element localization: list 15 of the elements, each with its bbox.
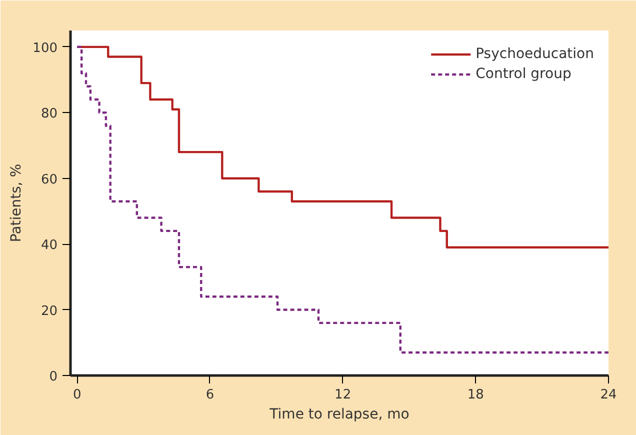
y-tick-label: 40 (40, 238, 58, 254)
x-tick-label: 18 (467, 388, 484, 402)
y-tick-label: 0 (49, 370, 58, 384)
legend-label: Psychoeducation (476, 46, 594, 62)
x-axis-title: Time to relapse, mo (268, 406, 410, 422)
y-tick-label: 100 (32, 40, 58, 56)
x-tick-label: 0 (73, 388, 82, 402)
y-tick-label: 80 (40, 106, 58, 122)
x-tick-label: 6 (206, 388, 214, 402)
legend-label: Control group (476, 66, 572, 82)
y-axis-title: Patients, % (8, 164, 25, 242)
x-tick-label: 24 (600, 388, 617, 402)
x-tick-label: 12 (334, 388, 352, 402)
y-tick-label: 60 (40, 172, 58, 188)
y-tick-label: 20 (40, 304, 58, 319)
